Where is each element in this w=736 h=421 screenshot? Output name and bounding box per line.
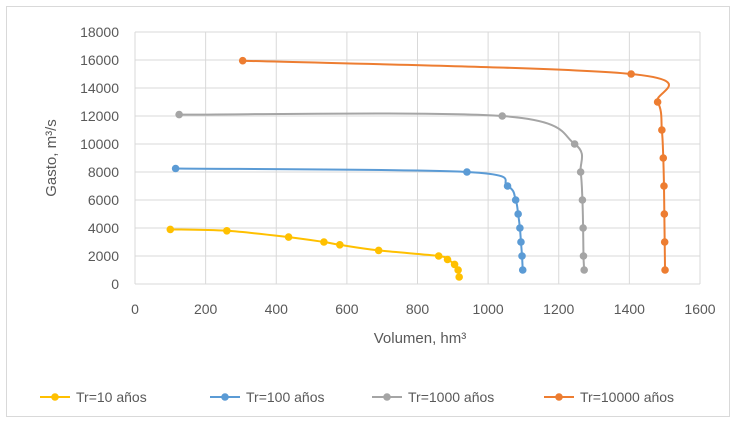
data-point: [579, 224, 587, 232]
series-line: [179, 112, 586, 271]
data-point: [660, 182, 668, 190]
data-point: [284, 233, 293, 241]
data-point: [443, 255, 452, 264]
legend: Tr=10 años Tr=100 años Tr=1000 años Tr=1000…: [40, 389, 674, 405]
y-tick-label: 16000: [80, 52, 119, 68]
legend-marker: [555, 393, 563, 401]
data-point: [653, 98, 662, 106]
data-point: [171, 164, 180, 173]
data-point: [660, 210, 669, 218]
legend-item: Tr=100 años: [210, 389, 324, 405]
y-tick-label: 10000: [80, 136, 119, 152]
series-line: [170, 228, 461, 278]
series-group: [166, 56, 670, 281]
data-point: [659, 154, 668, 162]
y-tick-label: 8000: [88, 164, 119, 180]
data-point: [454, 266, 462, 274]
data-point: [516, 224, 524, 232]
data-point: [503, 182, 512, 190]
data-point: [238, 56, 247, 65]
legend-label: Tr=10000 años: [580, 389, 674, 405]
y-tick-label: 0: [111, 276, 119, 292]
chart-area: [6, 6, 730, 417]
data-point: [320, 238, 328, 246]
x-tick-label: 1400: [614, 301, 645, 317]
data-point: [463, 168, 471, 176]
y-tick-label: 6000: [88, 192, 119, 208]
data-point: [576, 168, 585, 176]
data-point: [661, 266, 669, 274]
data-point: [336, 241, 344, 249]
data-point: [578, 196, 587, 204]
data-point: [175, 110, 183, 119]
data-point: [518, 266, 527, 274]
legend-label: Tr=10 años: [76, 389, 147, 405]
y-tick-label: 4000: [88, 220, 119, 236]
data-point: [579, 252, 588, 260]
y-axis-title: Gasto, m³/s: [43, 119, 60, 197]
data-point: [455, 273, 463, 281]
legend-item: Tr=10000 años: [544, 389, 674, 405]
series-2: [171, 164, 527, 274]
data-point: [374, 246, 383, 255]
data-point: [450, 260, 459, 269]
x-tick-label: 1000: [473, 301, 504, 317]
legend-label: Tr=1000 años: [408, 389, 494, 405]
legend-item: Tr=10 años: [40, 389, 147, 405]
data-point: [498, 112, 507, 120]
x-tick-label: 1600: [684, 301, 715, 317]
data-point: [434, 252, 443, 260]
series-4: [238, 56, 670, 274]
gridlines: [134, 31, 701, 285]
data-point: [511, 196, 520, 204]
data-point: [660, 238, 669, 246]
data-point: [627, 70, 635, 78]
x-tick-label: 600: [335, 301, 359, 317]
series-line: [175, 167, 524, 271]
y-tick-label: 12000: [80, 108, 119, 124]
data-point: [166, 225, 175, 234]
data-point: [518, 252, 526, 260]
y-tick-label: 14000: [80, 80, 119, 96]
x-tick-label: 400: [265, 301, 289, 317]
tick-labels: 0 200 400 600 800 1000 1200 1400 160002000400060…: [80, 24, 716, 317]
legend-marker: [51, 393, 59, 401]
data-point: [514, 210, 522, 218]
data-point: [570, 140, 579, 148]
series-1: [166, 225, 463, 281]
data-point: [223, 227, 231, 235]
y-tick-label: 18000: [80, 24, 119, 40]
x-tick-label: 800: [406, 301, 430, 317]
legend-marker: [383, 393, 391, 401]
data-point: [517, 238, 525, 246]
series-3: [175, 110, 588, 274]
legend-item: Tr=1000 años: [372, 389, 494, 405]
y-tick-label: 2000: [88, 248, 119, 264]
legend-marker: [221, 393, 229, 401]
x-tick-label: 200: [194, 301, 218, 317]
x-tick-label: 0: [131, 301, 139, 317]
x-axis-title: Volumen, hm³: [374, 330, 467, 347]
legend-label: Tr=100 años: [246, 389, 324, 405]
x-tick-label: 1200: [543, 301, 574, 317]
data-point: [580, 266, 588, 274]
data-point: [658, 126, 666, 134]
